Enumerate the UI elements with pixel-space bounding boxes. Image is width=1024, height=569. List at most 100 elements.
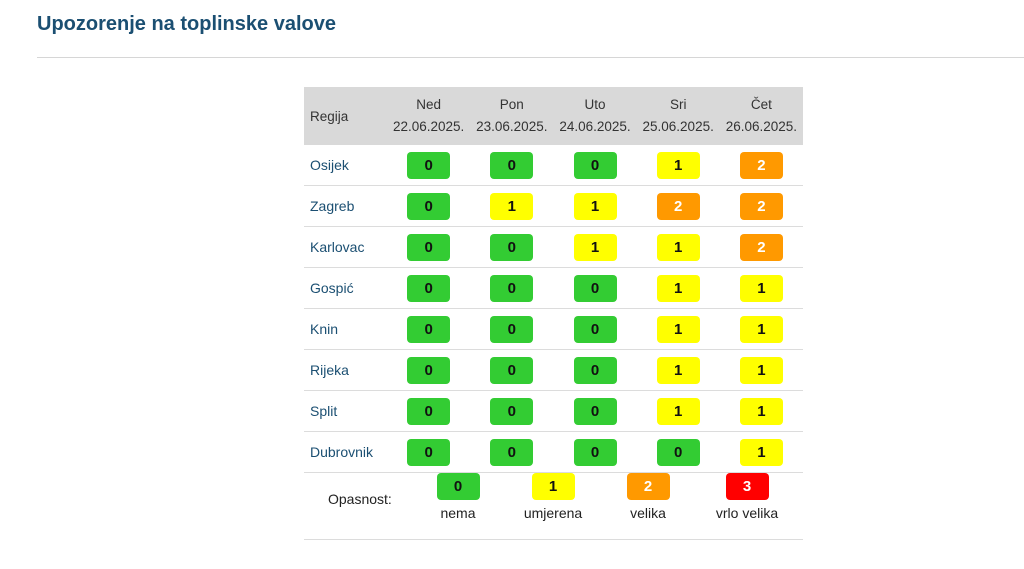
- level-badge: 0: [407, 315, 451, 343]
- region-name: Zagreb: [304, 185, 388, 227]
- level-badge: 1: [573, 192, 617, 220]
- warning-level-cell: 0: [387, 226, 471, 268]
- day-date: 22.06.2025.: [392, 119, 465, 134]
- legend-item-level-3: 3 vrlo velika: [702, 473, 792, 521]
- legend-description: velika: [630, 505, 666, 521]
- warning-level-cell: 2: [719, 185, 803, 227]
- legend-cell: Opasnost: 0 nema 1 umjerena 2 velika 3: [304, 472, 803, 540]
- table-header-row: Regija Ned 22.06.2025. Pon 23.06.2025. U…: [304, 87, 803, 145]
- region-name: Dubrovnik: [304, 431, 388, 473]
- table-row: Rijeka 0 0 0 1 1: [304, 349, 803, 391]
- level-badge: 1: [739, 274, 783, 302]
- warning-level-cell: 1: [636, 390, 720, 432]
- level-badge: 1: [656, 151, 700, 179]
- legend-description: nema: [440, 505, 476, 521]
- day-name: Ned: [416, 97, 441, 112]
- warning-level-cell: 2: [719, 145, 803, 186]
- day-date: 26.06.2025.: [725, 119, 798, 134]
- warning-level-cell: 1: [553, 185, 637, 227]
- warning-level-cell: 1: [470, 185, 554, 227]
- level-badge: 0: [573, 438, 617, 466]
- level-badge: 0: [656, 438, 700, 466]
- legend-row: Opasnost: 0 nema 1 umjerena 2 velika 3: [304, 472, 803, 540]
- day-date: 25.06.2025.: [642, 119, 714, 134]
- warning-level-cell: 0: [470, 390, 554, 432]
- level-badge: 0: [407, 274, 451, 302]
- warning-level-cell: 0: [387, 267, 471, 309]
- level-badge: 3: [725, 473, 769, 500]
- warning-level-cell: 0: [553, 431, 637, 473]
- level-badge: 0: [490, 315, 534, 343]
- level-badge: 0: [490, 274, 534, 302]
- legend-item-level-0: 0 nema: [413, 473, 503, 521]
- table-row: Gospić 0 0 0 1 1: [304, 267, 803, 309]
- day-column-header: Sri 25.06.2025.: [636, 87, 720, 145]
- page-title: Upozorenje na toplinske valove: [37, 13, 336, 35]
- warning-level-cell: 1: [719, 431, 803, 473]
- legend-description: umjerena: [523, 505, 583, 521]
- level-badge: 0: [573, 151, 617, 179]
- warning-level-cell: 0: [470, 226, 554, 268]
- table-row: Osijek 0 0 0 1 2: [304, 145, 803, 186]
- region-name: Knin: [304, 308, 388, 350]
- level-badge: 1: [531, 473, 575, 500]
- day-column-header: Ned 22.06.2025.: [387, 87, 471, 145]
- level-badge: 2: [739, 233, 783, 261]
- level-badge: 1: [656, 233, 700, 261]
- level-badge: 1: [739, 315, 783, 343]
- level-badge: 2: [626, 473, 670, 500]
- warning-level-cell: 0: [470, 349, 554, 391]
- warning-level-cell: 0: [387, 145, 471, 186]
- warning-level-cell: 2: [719, 226, 803, 268]
- day-name: Uto: [584, 97, 606, 112]
- level-badge: 1: [739, 356, 783, 384]
- warning-level-cell: 0: [553, 145, 637, 186]
- region-name: Rijeka: [304, 349, 388, 391]
- warning-level-cell: 0: [553, 349, 637, 391]
- day-column-header: Uto 24.06.2025.: [553, 87, 637, 145]
- heatwave-warning-table: Regija Ned 22.06.2025. Pon 23.06.2025. U…: [304, 87, 803, 540]
- warning-level-cell: 1: [636, 226, 720, 268]
- level-badge: 0: [407, 397, 451, 425]
- warning-level-cell: 1: [719, 308, 803, 350]
- level-badge: 0: [407, 356, 451, 384]
- warning-level-cell: 0: [470, 267, 554, 309]
- level-badge: 0: [490, 397, 534, 425]
- legend-item-level-1: 1 umjerena: [508, 473, 598, 521]
- warning-level-cell: 1: [719, 390, 803, 432]
- level-badge: 0: [573, 315, 617, 343]
- warning-level-cell: 0: [387, 390, 471, 432]
- day-column-header: Pon 23.06.2025.: [470, 87, 554, 145]
- level-badge: 1: [656, 274, 700, 302]
- warning-level-cell: 0: [470, 431, 554, 473]
- table-row: Zagreb 0 1 1 2 2: [304, 185, 803, 227]
- level-badge: 0: [407, 438, 451, 466]
- warning-level-cell: 0: [553, 308, 637, 350]
- legend-item-level-2: 2 velika: [603, 473, 693, 521]
- day-column-header: Čet 26.06.2025.: [719, 87, 803, 145]
- warning-level-cell: 2: [636, 185, 720, 227]
- table-row: Knin 0 0 0 1 1: [304, 308, 803, 350]
- warning-level-cell: 0: [636, 431, 720, 473]
- level-badge: 0: [573, 356, 617, 384]
- level-badge: 1: [739, 438, 783, 466]
- danger-legend: Opasnost: 0 nema 1 umjerena 2 velika 3: [304, 473, 803, 539]
- warning-level-cell: 0: [553, 267, 637, 309]
- warning-level-cell: 1: [719, 267, 803, 309]
- title-divider: [37, 57, 1024, 58]
- warning-level-cell: 1: [636, 308, 720, 350]
- table-row: Dubrovnik 0 0 0 0 1: [304, 431, 803, 473]
- level-badge: 0: [407, 233, 451, 261]
- region-name: Split: [304, 390, 388, 432]
- level-badge: 1: [656, 356, 700, 384]
- level-badge: 0: [490, 438, 534, 466]
- legend-description: vrlo velika: [715, 505, 779, 521]
- level-badge: 2: [656, 192, 700, 220]
- warning-level-cell: 0: [470, 308, 554, 350]
- warning-level-cell: 1: [636, 267, 720, 309]
- level-badge: 2: [739, 192, 783, 220]
- level-badge: 1: [573, 233, 617, 261]
- warning-level-cell: 0: [387, 431, 471, 473]
- level-badge: 0: [436, 473, 480, 500]
- level-badge: 0: [490, 356, 534, 384]
